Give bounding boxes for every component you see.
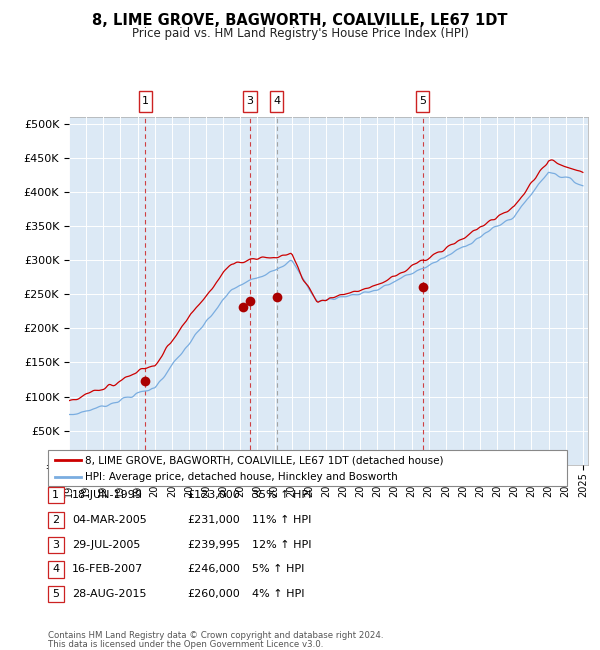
Text: £239,995: £239,995 (187, 540, 240, 550)
Text: 3: 3 (52, 540, 59, 550)
Text: £123,000: £123,000 (187, 490, 240, 501)
Text: 16-FEB-2007: 16-FEB-2007 (72, 564, 143, 575)
Text: 12% ↑ HPI: 12% ↑ HPI (252, 540, 311, 550)
Text: 11% ↑ HPI: 11% ↑ HPI (252, 515, 311, 525)
Text: 4: 4 (273, 96, 280, 107)
Text: 3: 3 (247, 96, 254, 107)
Text: 2: 2 (52, 515, 59, 525)
Text: £260,000: £260,000 (187, 589, 240, 599)
Text: This data is licensed under the Open Government Licence v3.0.: This data is licensed under the Open Gov… (48, 640, 323, 649)
Text: 4% ↑ HPI: 4% ↑ HPI (252, 589, 305, 599)
Text: 28-AUG-2015: 28-AUG-2015 (72, 589, 146, 599)
Text: 5% ↑ HPI: 5% ↑ HPI (252, 564, 304, 575)
Text: 1: 1 (52, 490, 59, 501)
Text: £231,000: £231,000 (187, 515, 240, 525)
Text: 18-JUN-1999: 18-JUN-1999 (72, 490, 143, 501)
Text: Price paid vs. HM Land Registry's House Price Index (HPI): Price paid vs. HM Land Registry's House … (131, 27, 469, 40)
Text: Contains HM Land Registry data © Crown copyright and database right 2024.: Contains HM Land Registry data © Crown c… (48, 631, 383, 640)
Text: 8, LIME GROVE, BAGWORTH, COALVILLE, LE67 1DT: 8, LIME GROVE, BAGWORTH, COALVILLE, LE67… (92, 13, 508, 28)
Text: 35% ↑ HPI: 35% ↑ HPI (252, 490, 311, 501)
Text: HPI: Average price, detached house, Hinckley and Bosworth: HPI: Average price, detached house, Hinc… (85, 471, 398, 482)
Text: £246,000: £246,000 (187, 564, 240, 575)
Text: 5: 5 (419, 96, 426, 107)
Text: 8, LIME GROVE, BAGWORTH, COALVILLE, LE67 1DT (detached house): 8, LIME GROVE, BAGWORTH, COALVILLE, LE67… (85, 455, 444, 465)
Text: 04-MAR-2005: 04-MAR-2005 (72, 515, 147, 525)
Text: 1: 1 (142, 96, 149, 107)
Text: 5: 5 (52, 589, 59, 599)
Text: 4: 4 (52, 564, 59, 575)
Text: 29-JUL-2005: 29-JUL-2005 (72, 540, 140, 550)
